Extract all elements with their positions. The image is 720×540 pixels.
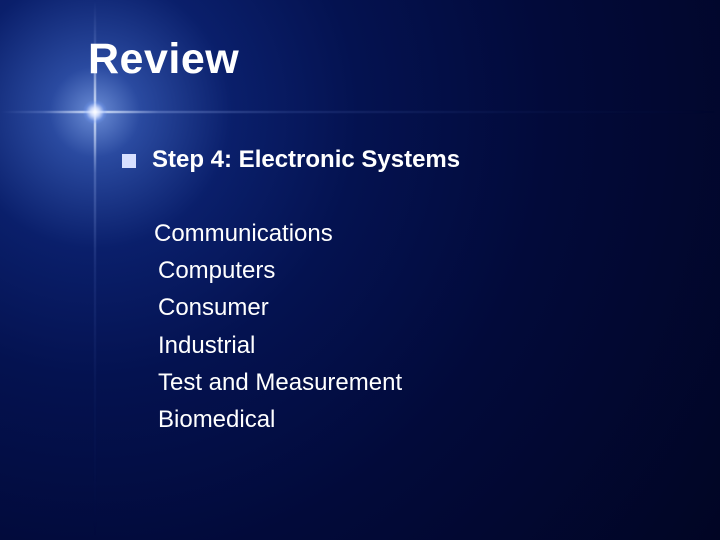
list-item: Biomedical	[158, 401, 402, 438]
list-item: Test and Measurement	[158, 364, 402, 401]
item-list: Communications Computers Consumer Indust…	[158, 215, 402, 438]
list-item: Computers	[158, 252, 402, 289]
list-item: Communications	[154, 215, 402, 252]
square-bullet-icon	[122, 154, 136, 168]
slide-content: Review Step 4: Electronic Systems Commun…	[0, 0, 720, 540]
list-item: Consumer	[158, 289, 402, 326]
list-item: Industrial	[158, 327, 402, 364]
slide-subtitle: Step 4: Electronic Systems	[152, 146, 460, 174]
subtitle-row: Step 4: Electronic Systems	[122, 146, 460, 174]
slide-title: Review	[88, 35, 239, 84]
